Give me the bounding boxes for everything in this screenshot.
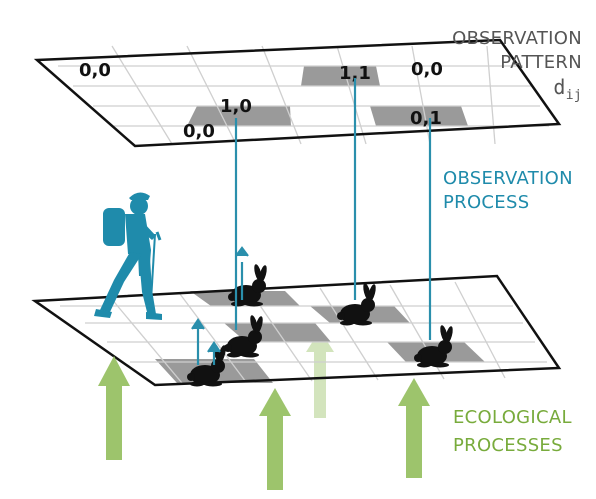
cell-value: 0,0	[183, 121, 215, 142]
observation-pattern-plane: 0,0 1,1 0,0 1,0 0,0 0,1	[33, 38, 562, 148]
ecological-arrow-icon	[306, 330, 334, 418]
observation-pattern-label: OBSERVATION PATTERN dij	[420, 27, 582, 108]
shaded-cell	[187, 106, 291, 126]
ecological-processes-label: ECOLOGICAL PROCESSES	[453, 404, 572, 460]
ecological-processes-line2: PROCESSES	[453, 435, 563, 456]
ecological-arrow-icon	[98, 356, 130, 460]
cell-value: 0,1	[410, 108, 442, 129]
ecological-arrow-icon	[259, 388, 291, 490]
detection-arrow-icon	[207, 341, 221, 365]
d-symbol: d	[553, 75, 566, 99]
observation-pattern-line1: OBSERVATION	[452, 28, 582, 49]
cell-value: 0,0	[411, 59, 443, 80]
observation-process-line2: PROCESS	[443, 192, 530, 213]
ecological-processes-line1: ECOLOGICAL	[453, 407, 572, 428]
cell-value: 0,0	[79, 60, 111, 81]
observation-pattern-line2: PATTERN	[500, 52, 582, 73]
hiker-icon	[94, 192, 162, 320]
ecological-arrows-back	[306, 330, 334, 418]
observation-process-label: OBSERVATION PROCESS	[443, 167, 573, 215]
cell-value: 1,0	[220, 96, 252, 117]
shaded-cell	[301, 66, 380, 86]
detection-arrow-icon	[191, 318, 205, 365]
ecological-arrows-front	[98, 356, 430, 490]
cell-value: 1,1	[339, 63, 371, 84]
detection-arrow-icon	[235, 246, 249, 300]
shaded-cell	[370, 106, 468, 126]
observation-process-line1: OBSERVATION	[443, 168, 573, 189]
ecological-arrow-icon	[398, 378, 430, 478]
ij-subscript: ij	[565, 88, 582, 103]
observation-process-links	[191, 78, 432, 365]
d-ij-symbol: dij	[420, 75, 582, 108]
